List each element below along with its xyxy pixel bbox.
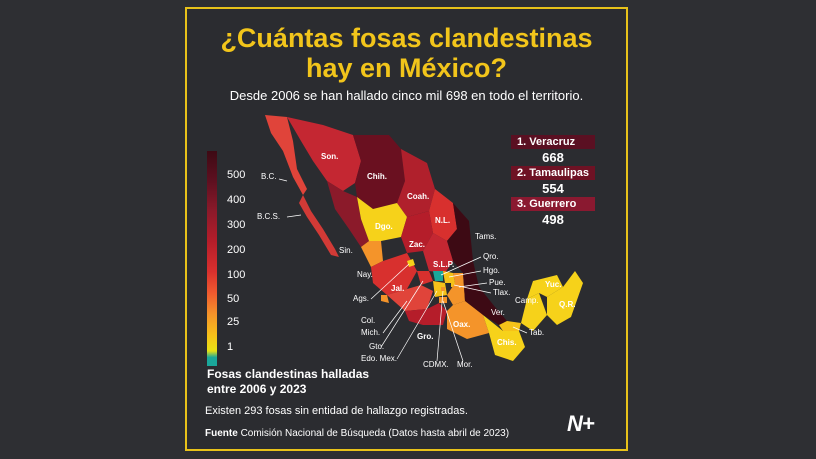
state-jal [371, 253, 417, 295]
state-sin [327, 181, 369, 247]
legend-caption-line-1: Fosas clandestinas halladas [207, 367, 370, 381]
state-slp [423, 233, 453, 273]
label-oax: Oax. [453, 320, 470, 329]
ranking-label: 1. Veracruz [511, 135, 595, 149]
legend-tick-300: 300 [227, 219, 246, 231]
label-yuc: Yuc. [545, 280, 561, 289]
ranking-label: 2. Tamaulipas [511, 166, 595, 180]
state-pue [447, 273, 465, 305]
ranking-item-3: 3. Guerrero 498 [511, 197, 595, 227]
state-camp [521, 293, 547, 331]
label-nl: N.L. [435, 216, 450, 225]
source: Fuente Comisión Nacional de Búsqueda (Da… [205, 428, 509, 439]
ranking-value: 498 [542, 212, 564, 227]
label-zac: Zac. [409, 240, 425, 249]
label-mich: Mich. [361, 328, 380, 337]
infographic-card: ¿Cuántas fosas clandestinas hay en Méxic… [185, 7, 628, 451]
state-coah [397, 149, 435, 217]
label-mor: Mor. [457, 360, 473, 369]
ranking-item-1: 1. Veracruz 668 [511, 135, 595, 165]
state-mor [439, 297, 447, 303]
legend-caption-line-2: entre 2006 y 2023 [207, 382, 307, 396]
mexico-map: Son. Chih. Coah. B.C. B.C.S. Sin. Dgo. N… [257, 115, 583, 369]
state-qr [547, 271, 583, 325]
label-cdmx: CDMX. [423, 360, 449, 369]
state-chis [483, 315, 525, 361]
leader-lines [278, 178, 528, 362]
label-edomex: Edo. Mex. [361, 354, 397, 363]
state-bcs [299, 195, 339, 257]
label-slp: S.L.P. [433, 260, 454, 269]
legend-tick-1: 1 [227, 341, 234, 353]
label-ags: Ags. [353, 294, 369, 303]
legend-tick-400: 400 [227, 194, 246, 206]
label-ver: Ver. [491, 308, 505, 317]
state-col [381, 295, 389, 303]
legend-tick-25: 25 [227, 316, 240, 328]
legend-color-scale [207, 151, 217, 366]
label-sin: Sin. [339, 246, 353, 255]
ranking-value: 668 [542, 150, 564, 165]
label-son: Son. [321, 152, 338, 161]
label-tlax: Tlax. [493, 288, 510, 297]
note: Existen 293 fosas sin entidad de hallazg… [205, 405, 468, 417]
source-text: Comisión Nacional de Búsqueda (Datos has… [240, 428, 510, 439]
state-tams [447, 203, 473, 273]
subtitle: Desde 2006 se han hallado cinco mil 698 … [229, 88, 584, 103]
label-coah: Coah. [407, 192, 429, 201]
label-chih: Chih. [367, 172, 387, 181]
label-tab: Tab. [529, 328, 544, 337]
state-mich [387, 285, 433, 311]
legend-tick-500: 500 [227, 169, 246, 181]
label-camp: Camp. [515, 296, 539, 305]
source-label: Fuente [205, 428, 238, 439]
label-col: Col. [361, 316, 375, 325]
state-tab [499, 321, 521, 331]
title-line-2: hay en México? [305, 53, 508, 83]
label-bcs: B.C.S. [257, 212, 280, 221]
legend-caption: Fosas clandestinas halladas entre 2006 y… [207, 367, 369, 397]
label-pue: Pue. [489, 278, 505, 287]
state-ags [407, 259, 415, 267]
state-edomex [433, 281, 447, 297]
title: ¿Cuántas fosas clandestinas hay en Méxic… [187, 23, 626, 83]
title-line-1: ¿Cuántas fosas clandestinas [220, 23, 593, 53]
label-qro: Qro. [483, 252, 499, 261]
state-gro [405, 303, 447, 325]
label-gro: Gro. [417, 332, 433, 341]
state-chih [353, 135, 405, 209]
label-dgo: Dgo. [375, 222, 393, 231]
ranking-label: 3. Guerrero [511, 197, 595, 211]
state-yuc [527, 275, 563, 299]
label-tams: Tams. [475, 232, 496, 241]
state-dgo [357, 197, 407, 241]
label-nay: Nay. [357, 270, 373, 279]
label-gto: Gto. [369, 342, 384, 351]
legend-tick-50: 50 [227, 293, 240, 305]
state-gto [417, 271, 433, 285]
nplus-logo: N+ [567, 411, 595, 436]
state-nay [361, 241, 383, 267]
state-qro [433, 271, 443, 281]
legend-tick-200: 200 [227, 244, 246, 256]
state-son [287, 117, 361, 191]
state-oax [447, 301, 489, 339]
legend-tick-100: 100 [227, 269, 246, 281]
state-cdmx [441, 287, 445, 291]
state-nl [429, 189, 457, 241]
label-hgo: Hgo. [483, 266, 500, 275]
label-jal: Jal. [391, 284, 404, 293]
state-bc [265, 115, 307, 195]
label-chis: Chis. [497, 338, 517, 347]
label-bc: B.C. [261, 172, 277, 181]
label-qr: Q.R. [559, 300, 575, 309]
ranking-item-2: 2. Tamaulipas 554 [511, 166, 595, 196]
state-ver [463, 261, 507, 325]
state-zac [401, 211, 433, 253]
ranking-value: 554 [542, 181, 564, 196]
